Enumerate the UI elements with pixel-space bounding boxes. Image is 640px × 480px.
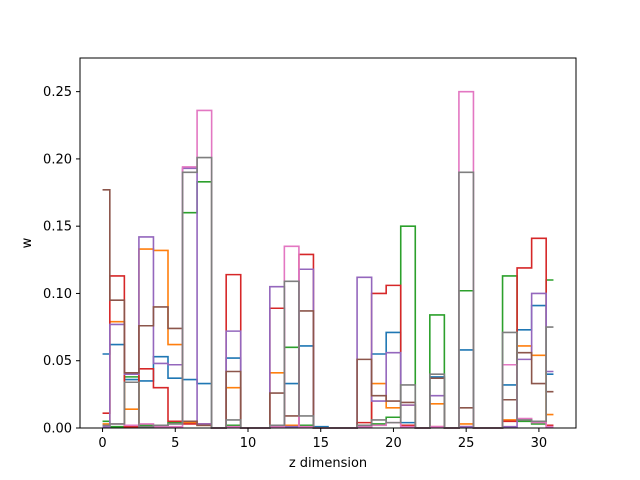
x-tick-label: 15 xyxy=(312,436,329,451)
y-tick-label: 0.00 xyxy=(43,422,72,437)
y-tick-label: 0.10 xyxy=(43,287,72,302)
y-axis-label: w xyxy=(20,237,35,248)
x-tick-label: 30 xyxy=(531,436,548,451)
x-tick-label: 5 xyxy=(171,436,179,451)
y-tick-label: 0.15 xyxy=(43,220,72,235)
x-axis-label: z dimension xyxy=(289,456,367,471)
y-tick-label: 0.20 xyxy=(43,152,72,167)
x-tick-label: 25 xyxy=(458,436,475,451)
x-tick-label: 0 xyxy=(98,436,106,451)
x-tick-label: 20 xyxy=(385,436,402,451)
y-tick-label: 0.25 xyxy=(43,85,72,100)
x-tick-label: 10 xyxy=(240,436,257,451)
axis-layer: 0 5 10 15 20 25 30 0.00 0.05 0.10 0.15 0.20 0.25 xyxy=(43,85,547,451)
plot-frame xyxy=(79,57,577,429)
y-tick-label: 0.05 xyxy=(43,354,72,369)
plot-area xyxy=(80,58,576,428)
